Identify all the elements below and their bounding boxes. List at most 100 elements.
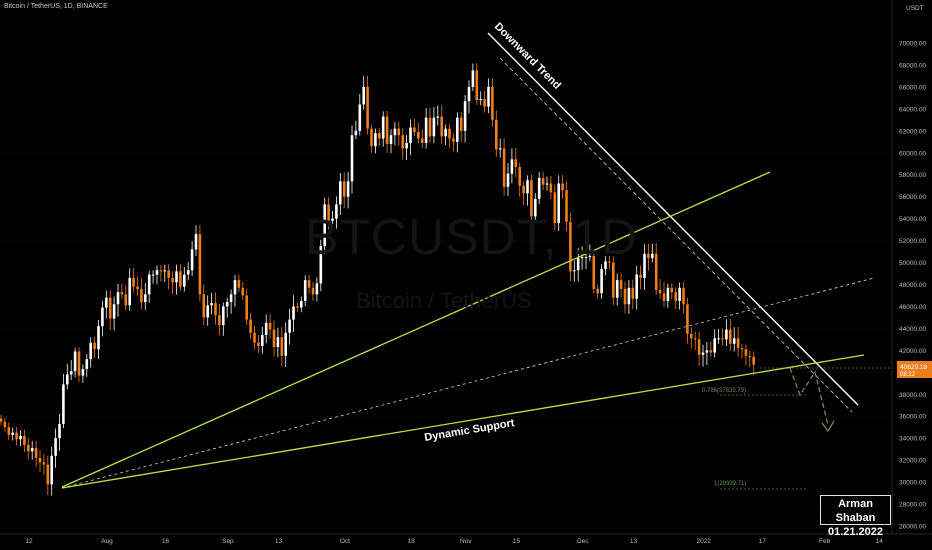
candle-body — [409, 127, 412, 143]
candle-body — [627, 287, 631, 305]
candle-body — [674, 292, 677, 301]
candle-body — [701, 352, 705, 355]
candle-body — [721, 338, 724, 340]
time-axis[interactable]: 12 Aug 16 Sep 13 Oct 18 Nov 15 Dec 13 2022 17 Feb 14 — [25, 538, 883, 545]
candle-body — [136, 286, 139, 289]
candle-body — [631, 287, 635, 299]
candle-body — [105, 297, 108, 308]
candle-body — [167, 270, 170, 278]
candle-body — [623, 288, 627, 305]
candle-body — [697, 339, 701, 355]
candle-body — [639, 274, 642, 278]
trendlines — [61, 32, 892, 490]
candle-body — [222, 306, 225, 326]
candle-body — [413, 127, 416, 132]
candle-body — [576, 258, 580, 271]
candle-body — [108, 297, 112, 319]
candle-body — [370, 128, 373, 147]
candle-body — [11, 432, 14, 435]
x-tick-label: Sep — [222, 538, 234, 545]
candle-body — [440, 116, 443, 137]
candle-body — [27, 444, 30, 452]
candle-body — [77, 351, 81, 376]
candle-body — [456, 117, 459, 142]
middle-dashed-line — [61, 277, 875, 489]
candle-body — [487, 86, 490, 107]
watermark-name: Bitcoin / TetherUS — [356, 288, 532, 313]
candle-body — [417, 131, 420, 139]
candle-body — [580, 257, 584, 259]
candle-body — [245, 295, 248, 320]
candle-body — [366, 86, 369, 129]
y-unit-label: USDT — [906, 5, 924, 12]
candle-body — [553, 192, 557, 224]
candle-body — [46, 464, 50, 485]
y-tick-label: 68000.00 — [899, 62, 926, 69]
y-tick-label: 36000.00 — [899, 414, 926, 421]
candle-body — [85, 359, 89, 370]
candle-body — [693, 338, 697, 340]
candle-body — [315, 283, 319, 295]
candle-body — [249, 319, 252, 333]
dynamic-support-line — [61, 354, 865, 489]
candle-body — [452, 138, 455, 142]
candle-body — [744, 349, 748, 356]
y-tick-label: 60000.00 — [899, 150, 926, 157]
candle-body — [128, 277, 131, 306]
candle-body — [600, 269, 603, 294]
price-axis[interactable]: 26000.00 28000.00 30000.00 32000.00 34000.00… — [0, 0, 932, 535]
candle-body — [732, 338, 736, 344]
author-date: 01.21.2022 — [827, 526, 884, 538]
candle-body — [38, 457, 42, 463]
downward-trend-channel-line — [499, 57, 853, 413]
candle-body — [561, 183, 564, 191]
candle-body — [534, 198, 537, 217]
candle-body — [233, 280, 237, 295]
candle-body — [588, 255, 592, 258]
x-tick-label: 17 — [759, 538, 767, 545]
candle-body — [183, 274, 186, 287]
candle-body — [502, 148, 506, 187]
author-signature-box: Arman Shaban 01.21.2022 — [820, 495, 891, 538]
candle-body — [428, 117, 432, 137]
candle-body — [479, 98, 482, 101]
candle-body — [34, 448, 38, 458]
candle-body — [319, 246, 323, 284]
candle-body — [354, 130, 358, 136]
candle-body — [190, 249, 194, 271]
candle-body — [471, 70, 475, 87]
candle-body — [229, 294, 233, 303]
candle-body — [124, 294, 128, 306]
candle-body — [112, 304, 116, 319]
candle-body — [350, 135, 354, 182]
candle-body — [420, 138, 424, 143]
y-tick-label: 58000.00 — [899, 172, 926, 179]
candle-body — [303, 280, 307, 301]
candle-body — [97, 326, 100, 350]
candle-body — [748, 355, 752, 357]
candle-body — [405, 142, 408, 149]
candle-body — [725, 329, 728, 340]
candle-body — [682, 287, 685, 305]
candle-body — [268, 322, 272, 330]
x-tick-label: Aug — [101, 538, 113, 545]
x-tick-label: Dec — [577, 538, 589, 545]
candle-body — [50, 455, 53, 485]
candle-body — [132, 277, 135, 287]
candle-body — [147, 274, 151, 295]
candle-body — [206, 305, 209, 318]
candle-body — [647, 253, 650, 259]
candle-body — [651, 253, 654, 259]
candle-body — [19, 435, 22, 440]
candle-body — [537, 178, 541, 199]
candle-body — [459, 117, 463, 131]
candle-body — [658, 289, 662, 294]
candle-body — [401, 135, 404, 149]
candle-body — [444, 128, 447, 137]
candle-body — [678, 287, 681, 301]
candle-body — [432, 117, 436, 137]
candle-body — [311, 287, 315, 295]
candle-body — [709, 350, 713, 353]
y-tick-label: 32000.00 — [899, 458, 926, 465]
